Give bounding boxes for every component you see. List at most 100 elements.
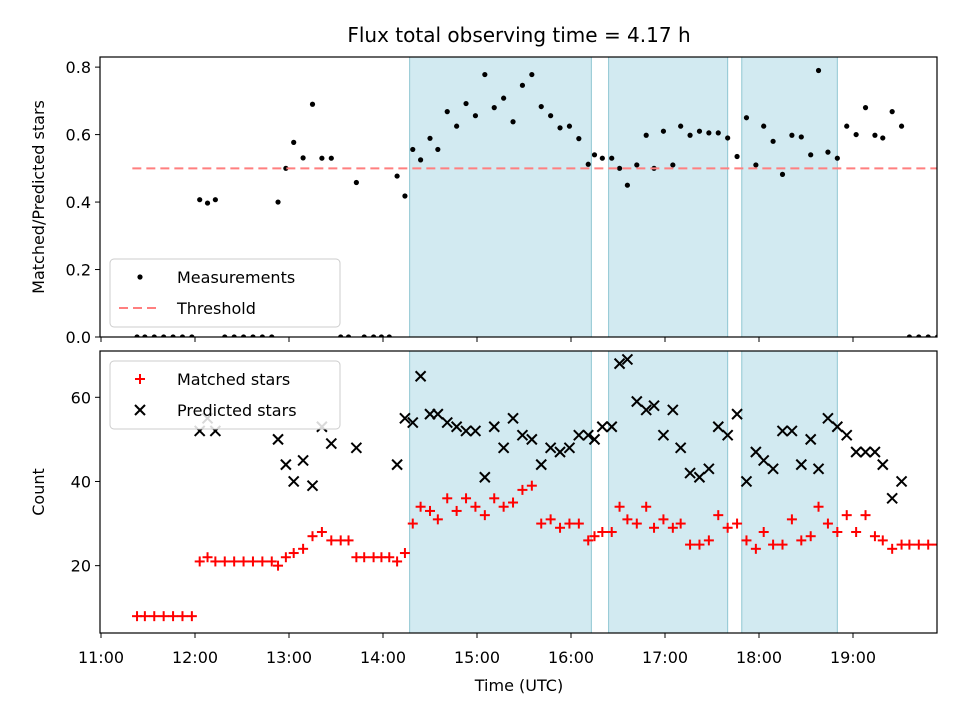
predicted-stars-point [631, 395, 643, 408]
predicted-stars-point-b [621, 353, 634, 366]
predicted-stars-point-b [703, 463, 715, 475]
y-tick-label: 0.8 [66, 58, 91, 77]
predicted-stars-point-b [684, 467, 696, 479]
matched-stars-point [186, 611, 197, 622]
predicted-stars-point [573, 429, 585, 441]
predicted-stars-point [596, 421, 609, 433]
predicted-stars-point-b [460, 425, 472, 437]
observing-window-band [409, 57, 592, 337]
legend: Matched stars Predicted stars [109, 360, 341, 430]
measurement-point [743, 115, 750, 121]
predicted-stars-point-b [588, 433, 601, 446]
predicted-stars-point-b [674, 442, 687, 454]
measurement-point [328, 155, 334, 161]
matched-stars-point [168, 611, 179, 622]
matched-stars-point [257, 556, 268, 567]
matched-stars-point [451, 505, 462, 516]
y-axis-label: Count [29, 468, 48, 516]
measurement-point [510, 119, 516, 125]
legend-predicted-marker-b [134, 404, 146, 416]
predicted-stars-point-b [272, 433, 284, 446]
measurement-point [779, 171, 786, 177]
predicted-stars-point-b [526, 433, 538, 446]
predicted-stars-point-b [640, 404, 652, 416]
matched-stars-point [266, 556, 277, 567]
predicted-stars-point [306, 479, 319, 492]
predicted-stars-point [497, 442, 510, 454]
measurement-point [179, 334, 186, 337]
matched-stars-point [470, 501, 481, 512]
predicted-stars-point [350, 442, 363, 454]
measurement-point [706, 130, 712, 136]
observing-window-band [741, 57, 838, 337]
measurement-point [844, 123, 850, 129]
bottom-panel: 20 40 60 11:00 12:00 13:00 14:00 15:00 16:00 17:0… [29, 350, 938, 667]
measurement-point [853, 131, 859, 138]
measurement-point [798, 134, 804, 140]
measurement-point [898, 123, 905, 129]
predicted-stars-point-b [516, 429, 529, 441]
predicted-stars-point [767, 463, 779, 475]
measurement-point [134, 334, 140, 337]
matched-stars-point [461, 493, 472, 504]
legend-measurement-marker [137, 274, 143, 280]
predicted-stars-point [757, 454, 770, 467]
matched-stars-point [415, 501, 426, 512]
measurement-point [616, 165, 623, 171]
matched-stars-point [202, 552, 213, 563]
matched-stars-point [442, 493, 453, 504]
matched-stars-point [923, 539, 934, 550]
predicted-stars-point-b [469, 425, 482, 437]
predicted-stars-point [488, 421, 500, 433]
predicted-stars-point [877, 458, 889, 471]
predicted-stars-point [441, 416, 453, 429]
x-axis-label: Time (UTC) [474, 676, 563, 695]
predicted-stars-point [297, 454, 309, 467]
measurement-point [815, 67, 822, 74]
predicted-stars-point-b [804, 433, 817, 446]
matched-stars-point [555, 522, 566, 533]
measurement-point [825, 149, 831, 155]
matched-stars-point [399, 548, 410, 559]
measurement-point [696, 128, 703, 134]
predicted-stars-point [606, 421, 618, 433]
predicted-stars-point-b [432, 408, 444, 420]
series-group [132, 353, 937, 622]
measurement-point [725, 135, 731, 141]
matched-stars-point [139, 611, 150, 622]
measurement-point [410, 146, 416, 153]
matched-stars-point [741, 535, 752, 546]
measurement-point [283, 165, 289, 171]
predicted-stars-point [850, 446, 862, 458]
measurement-point [319, 155, 325, 161]
measurement-point [678, 123, 684, 129]
measurement-point [491, 105, 497, 111]
measurement-point [880, 135, 886, 141]
matched-stars-point [786, 514, 797, 525]
matched-stars-point [851, 526, 862, 537]
predicted-stars-point-b [544, 442, 557, 454]
predicted-stars-point-b [573, 429, 585, 441]
measurement-point [916, 334, 922, 337]
measurement-point [687, 132, 693, 138]
legend-box [109, 258, 341, 328]
matched-stars-point [343, 535, 354, 546]
measurement-point [591, 152, 598, 158]
measurement-point [353, 179, 359, 186]
x-tick-label: 17:00 [642, 648, 688, 667]
matched-stars-point [307, 531, 318, 542]
matched-stars-point [229, 556, 240, 567]
measurement-point [204, 200, 211, 206]
measurement-point [557, 125, 563, 131]
matched-stars-point [822, 518, 833, 529]
predicted-stars-point-b [631, 395, 643, 408]
measurement-point [519, 82, 526, 88]
predicted-stars-point-b [325, 437, 338, 450]
predicted-stars-point [460, 425, 472, 437]
series-group [132, 67, 937, 337]
measurement-point [250, 334, 256, 337]
measurement-point [427, 135, 433, 141]
measurement-point [889, 109, 895, 115]
predicted-stars-point [588, 433, 601, 446]
